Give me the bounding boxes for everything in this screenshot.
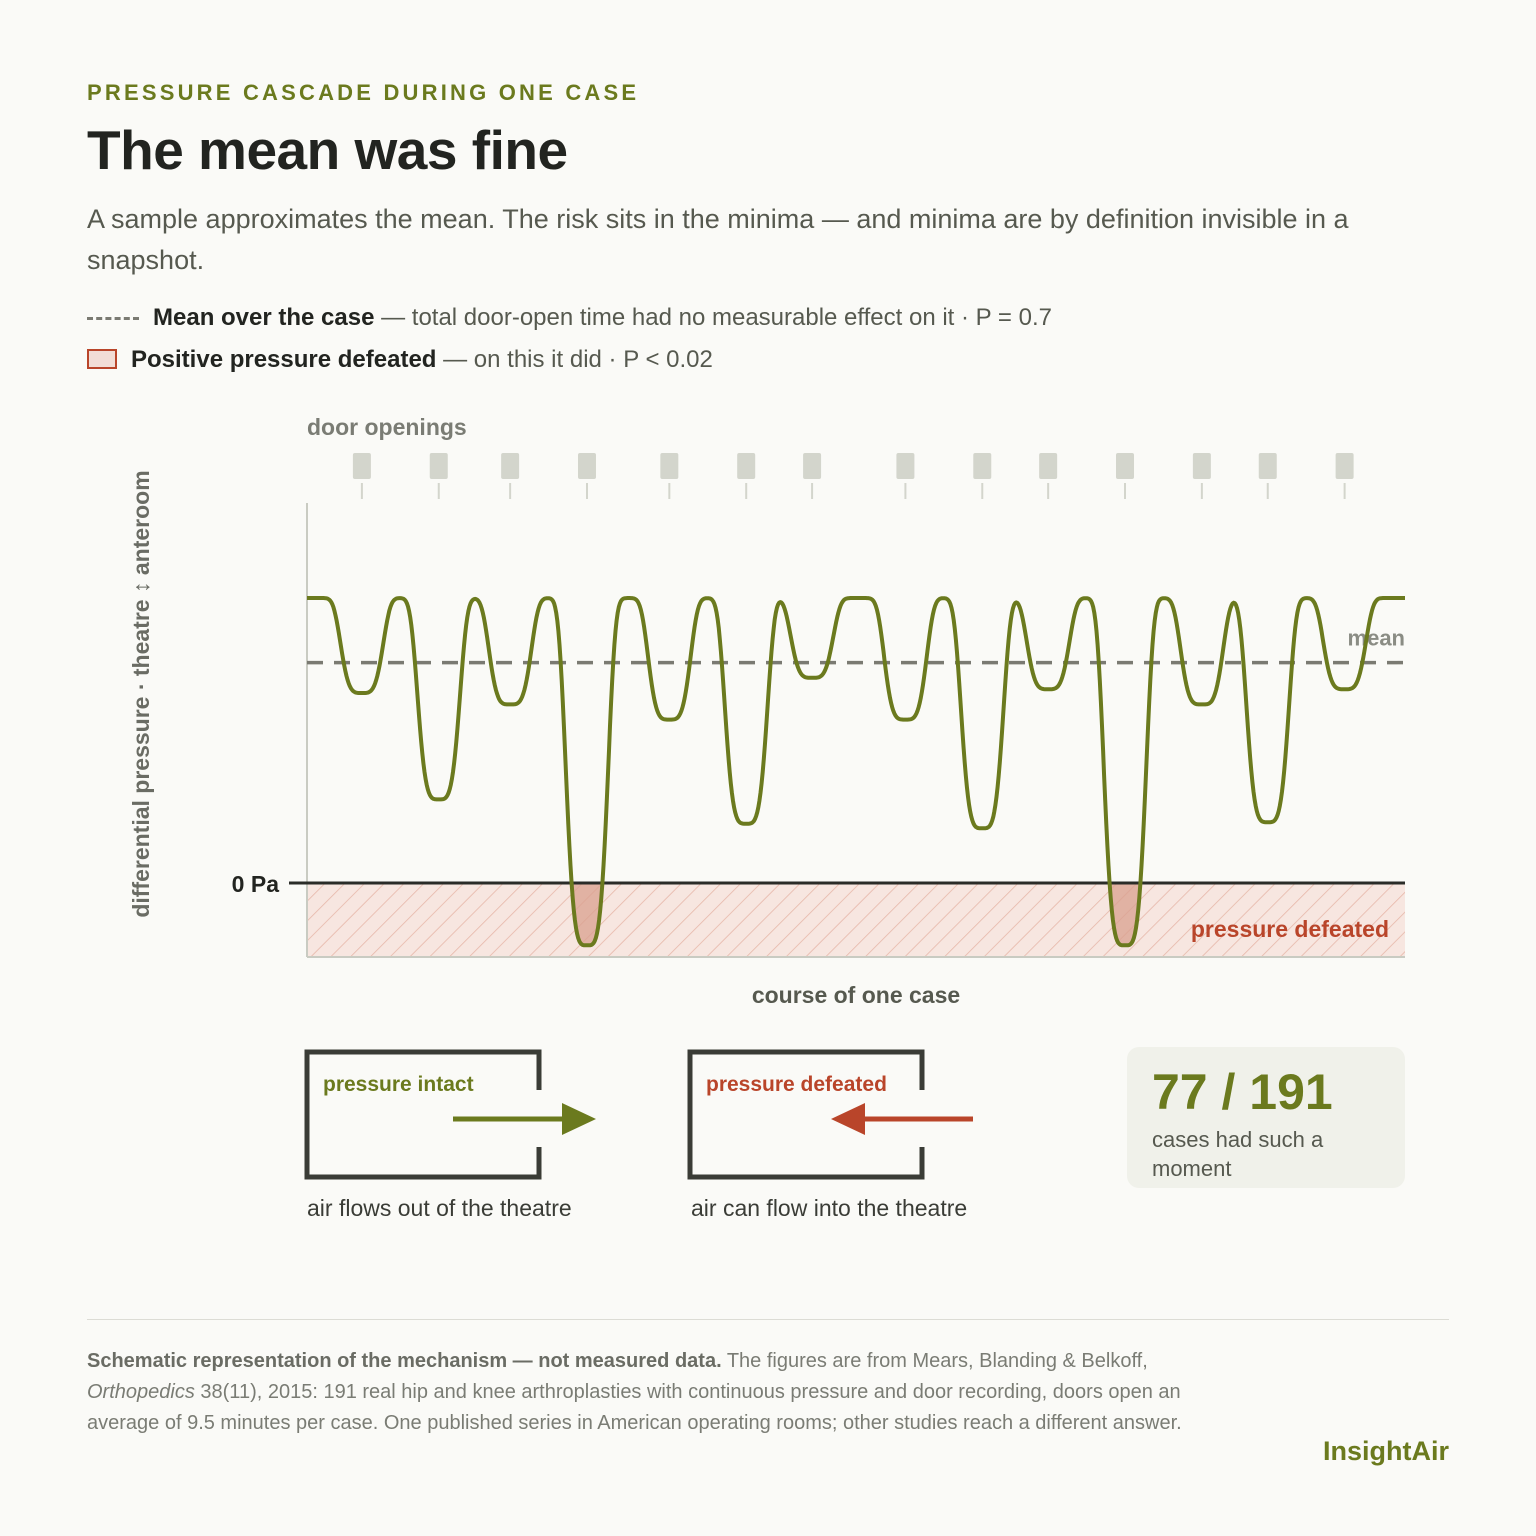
door-openings-label: door openings — [307, 414, 467, 440]
door-opening-marker-2 — [429, 453, 448, 479]
stat-value: 77 / 191 — [1152, 1064, 1333, 1120]
footer-divider — [87, 1319, 1449, 1320]
door-opening-marker-13 — [1258, 453, 1277, 479]
intact-caption: air flows out of the theatre — [307, 1195, 572, 1221]
eyebrow-label: PRESSURE CASCADE DURING ONE CASE — [87, 80, 640, 105]
legend-defeated-text: — on this it did · P < 0.02 — [436, 346, 713, 373]
door-markers — [352, 453, 1354, 499]
mean-line-label: mean — [1348, 626, 1405, 651]
x-axis-label: course of one case — [752, 982, 960, 1008]
door-opening-marker-3 — [501, 453, 520, 479]
defeated-label: pressure defeated — [706, 1073, 887, 1096]
defeated-diagram: pressure defeated air can flow into the … — [687, 1049, 973, 1221]
defeated-caption: air can flow into the theatre — [691, 1195, 967, 1221]
footnote: Schematic representation of the mechanis… — [87, 1346, 1197, 1439]
zero-label: 0 Pa — [232, 871, 280, 897]
theatre-box-defeated — [687, 1049, 925, 1180]
intact-label: pressure intact — [323, 1073, 474, 1096]
dashed-line-swatch — [87, 317, 139, 321]
pressure-chart: door openings 0 Pa mean pressure defeate… — [128, 414, 1405, 1221]
footnote-pre: The figures are from Mears, Blanding & B… — [721, 1350, 1148, 1372]
pressure-series-line — [307, 596, 1405, 948]
door-opening-marker-5 — [660, 453, 679, 479]
outflow-arrow-icon — [562, 1103, 596, 1135]
door-opening-marker-4 — [577, 453, 596, 479]
brand-logo-text: InsightAir — [1323, 1436, 1449, 1466]
door-opening-marker-7 — [803, 453, 822, 479]
door-opening-marker-9 — [973, 453, 992, 479]
page-title: The mean was fine — [87, 119, 568, 181]
y-axis-label: differential pressure · theatre ↕ antero… — [128, 470, 154, 917]
defeated-zone-label: pressure defeated — [1191, 916, 1389, 942]
legend-defeated-label: Positive pressure defeated — [131, 346, 437, 373]
footnote-journal: Orthopedics — [87, 1381, 195, 1403]
defeated-fill — [307, 883, 1405, 946]
stat-label: cases had such a moment — [1152, 1127, 1324, 1181]
door-opening-marker-1 — [352, 453, 371, 479]
legend-mean-label: Mean over the case — [153, 304, 375, 331]
door-opening-marker-10 — [1039, 453, 1058, 479]
door-opening-marker-14 — [1335, 453, 1354, 479]
page-subtitle: A sample approximates the mean. The risk… — [87, 204, 1349, 275]
door-opening-marker-12 — [1192, 453, 1211, 479]
door-opening-marker-6 — [737, 453, 756, 479]
inflow-arrow-icon — [831, 1103, 865, 1135]
intact-diagram: pressure intact air flows out of the the… — [304, 1049, 596, 1221]
footnote-post: 38(11), 2015: 191 real hip and knee arth… — [87, 1381, 1182, 1434]
legend-mean: Mean over the case — total door-open tim… — [87, 304, 1052, 332]
legend-mean-text: — total door-open time had no measurable… — [374, 304, 1052, 331]
defeated-zone — [307, 883, 1405, 957]
legend-defeated: Positive pressure defeated — on this it … — [87, 346, 713, 374]
theatre-box-intact — [304, 1049, 542, 1180]
door-opening-marker-8 — [896, 453, 915, 479]
stat-card: 77 / 191 cases had such a moment — [1127, 1047, 1405, 1188]
defeated-zone-swatch — [87, 348, 117, 369]
door-opening-marker-11 — [1116, 453, 1135, 479]
footnote-bold: Schematic representation of the mechanis… — [87, 1350, 722, 1372]
